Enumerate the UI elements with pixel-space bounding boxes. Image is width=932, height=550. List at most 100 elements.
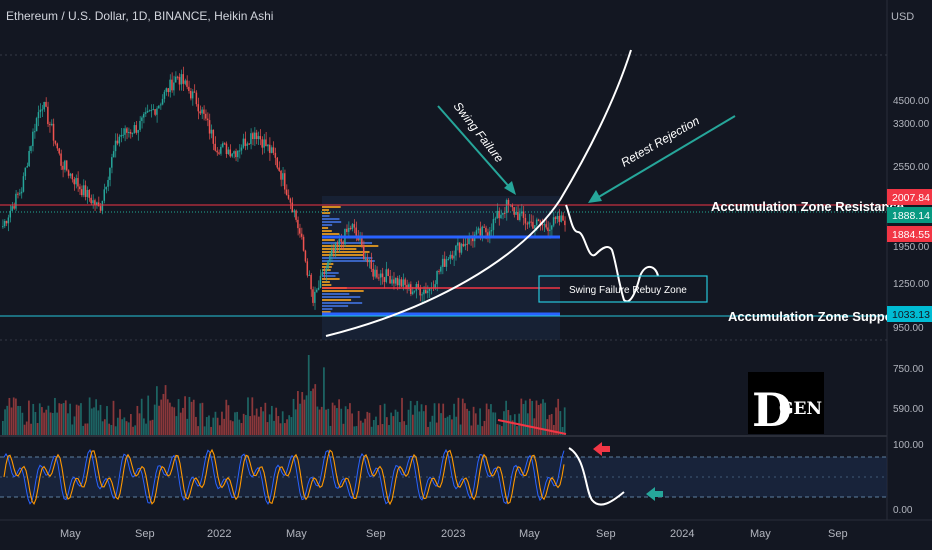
candle-body [526,223,529,225]
zone-support-label: Accumulation Zone Support [728,309,903,324]
volume-bar [162,393,165,435]
candle-body [396,278,399,286]
swing-failure-arrow [437,105,516,195]
candle-body [112,151,115,158]
candle-body [532,221,534,229]
volume-bar [138,413,141,435]
candle-body [338,239,341,245]
candle-body [126,128,128,133]
candle-body [86,189,89,197]
volume-bar [481,426,484,435]
candle-body [133,125,136,134]
volume-bar [270,405,273,435]
candle-body [77,178,79,187]
candle-body [26,166,28,168]
volume-bar [539,403,542,435]
candle-body [534,225,536,229]
volume-bar [71,424,74,435]
candle-body [280,170,282,180]
candle-body [45,101,47,107]
volume-bar [297,391,299,435]
profile-bar [322,224,333,226]
candle-body [284,173,286,190]
volume-bar [396,411,399,435]
price-tick: 1250.00 [893,279,930,290]
price-tick: 950.00 [893,323,924,334]
volume-bar [329,425,332,435]
osc-tick: 0.00 [893,505,913,516]
volume-bar [448,415,451,435]
price-tick: 4500.00 [893,96,930,107]
volume-bar [537,405,540,435]
volume-bar [69,403,71,435]
candle-body [24,167,27,177]
candle-body [464,243,466,247]
volume-bar [257,416,260,435]
candle-body [293,210,295,213]
volume-bar [275,407,278,435]
volume-bar [32,403,35,435]
volume-bar [377,425,380,435]
volume-bar [164,385,167,435]
volume-bar [4,409,6,435]
volume-bar [17,405,19,435]
svg-text:D: D [752,383,792,437]
volume-tick: 590.00 [893,404,924,415]
volume-bar [153,404,156,435]
candle-body [67,170,70,176]
volume-bar [563,407,566,435]
candle-body [212,129,215,144]
candle-body [169,79,171,93]
volume-bar [195,416,197,435]
volume-bar [546,419,549,435]
volume-bar [429,421,432,435]
candle-body [314,291,316,303]
candle-body [178,77,181,85]
volume-bar [140,398,143,435]
candle-body [49,124,51,126]
price-candles [2,66,566,310]
time-tick: 2022 [207,528,231,540]
candle-body [393,279,395,284]
volume-bar [12,397,15,435]
candle-body [436,271,438,285]
volume-bar [375,416,377,435]
volume-bar [301,392,304,435]
candle-body [65,160,68,171]
volume-bar [234,412,236,435]
candle-body [362,244,365,259]
volume-bar [80,403,82,435]
volume-bar [238,419,241,435]
candle-body [58,148,60,154]
candle-body [171,79,173,91]
candle-body [221,143,224,147]
volume-bar [171,406,173,435]
time-tick: Sep [135,528,155,540]
candle-body [71,173,74,180]
profile-bar [322,221,342,223]
volume-bar [455,416,458,435]
volume-bar [398,422,401,435]
volume-bar [132,426,134,435]
rebuy-zone-label: Swing Failure Rebuy Zone [569,285,687,296]
volume-bar [177,399,180,435]
volume-bar [179,412,182,435]
candle-body [543,224,545,226]
candle-body [161,98,164,105]
candle-body [267,144,269,147]
volume-bar [433,403,436,435]
volume-bar [299,403,301,435]
candle-body [485,227,487,233]
candle-body [381,273,384,278]
volume-bar [483,420,486,435]
candle-body [103,189,106,201]
volume-bar [305,395,308,435]
volume-bar [240,423,243,435]
candle-body [378,277,380,279]
volume-bar [227,405,230,435]
volume-bar [158,405,160,435]
volume-bar [169,402,171,435]
candle-body [195,92,198,105]
volume-bar [97,410,100,435]
volume-bar [103,419,106,435]
